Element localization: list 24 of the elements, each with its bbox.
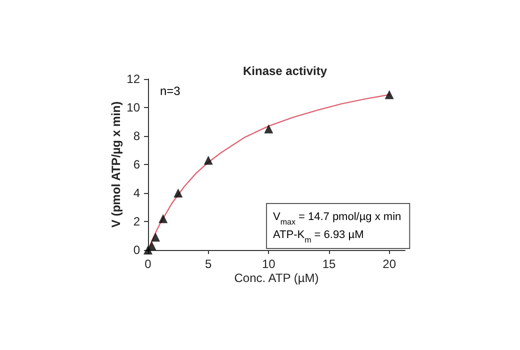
- y-tick-label: 4: [133, 186, 140, 200]
- x-tick-label: 5: [204, 257, 212, 271]
- x-tick-label: 0: [144, 257, 152, 271]
- point: [204, 156, 213, 165]
- x-tick-label: 15: [322, 257, 336, 271]
- point: [174, 188, 183, 198]
- y-tick-label: 6: [133, 158, 140, 172]
- y-tick-label: 12: [126, 72, 140, 86]
- y-tick-label: 2: [133, 214, 140, 228]
- point: [151, 232, 160, 242]
- point: [158, 214, 168, 224]
- y-tick-label: 0: [133, 243, 140, 257]
- chart-title: Kinase activity: [242, 64, 328, 78]
- annotation: n=3: [160, 84, 181, 98]
- y-tick-label: 10: [126, 100, 140, 114]
- x-tick-label: 20: [382, 257, 396, 271]
- x-tick-label: 10: [262, 257, 276, 271]
- y-tick-label: 8: [133, 129, 140, 143]
- point: [144, 246, 152, 254]
- point: [384, 90, 394, 100]
- point: [264, 124, 274, 134]
- x-axis-title: Conc. ATP (µM): [234, 271, 319, 285]
- y-axis-title: V (pmol ATP/µg x min): [109, 101, 123, 228]
- point: [147, 241, 156, 250]
